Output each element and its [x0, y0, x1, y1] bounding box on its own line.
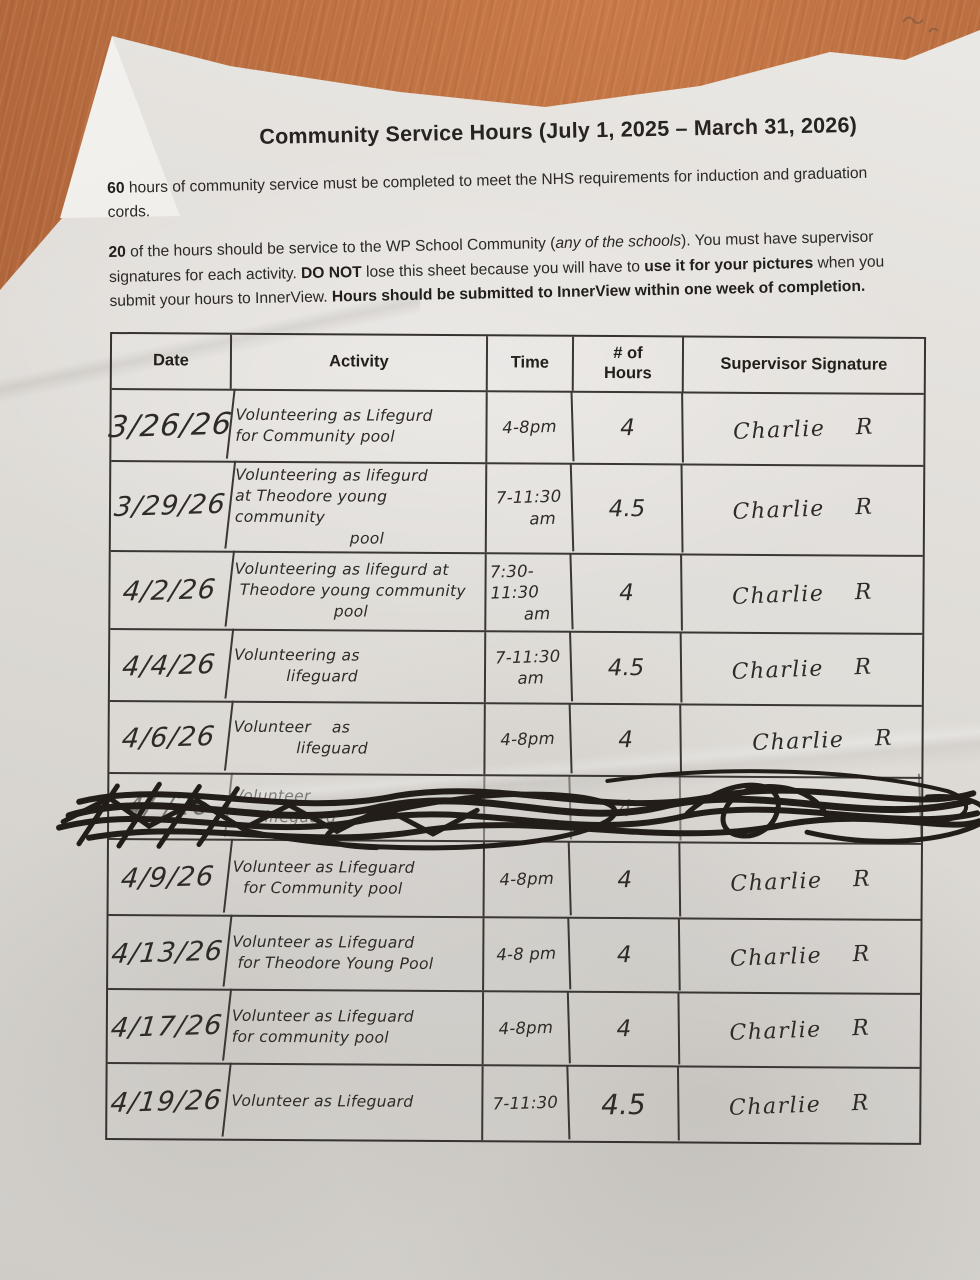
table-row: 4/2/26 Volunteering as lifegurd at Theod… — [106, 549, 923, 633]
intro-p2-italic: any of the schools — [555, 232, 682, 253]
cell-signature: Charlie R — [751, 725, 894, 756]
intro-p2-text: of the hours should be service to the WP… — [125, 235, 556, 261]
cell-date: 4/2/26 — [106, 550, 236, 630]
cell-time: 4-8pm — [484, 703, 573, 776]
cell-activity: Volunteering as lifegurd at Theodore you… — [230, 552, 487, 631]
cell-hours: 4 — [569, 992, 681, 1066]
intro-paragraph-2: 20 of the hours should be service to the… — [108, 225, 923, 314]
header-supervisor-signature: Supervisor Signature — [720, 354, 888, 374]
cell-date: 3/29/26 — [105, 460, 237, 552]
cell-time: 7-11:30 am — [485, 463, 575, 554]
intro-p2-bold: Hours should be submitted to InnerView w… — [331, 277, 866, 306]
cell-hours: 4.5 — [572, 464, 684, 554]
cell-activity: Volunteer as Lifeguard for Community poo… — [228, 840, 485, 917]
intro-p2-lead: 20 — [108, 243, 127, 262]
cell-date: 3/26/26 — [107, 388, 236, 463]
cell-time: 7:30-11:30 am — [485, 553, 574, 632]
cell-time: 4-8pm — [482, 991, 571, 1066]
paper-crease — [0, 255, 420, 435]
hours-table: Date Activity Time # of Hours Supervisor… — [56, 332, 980, 1145]
cell-time: 4-8pm — [483, 841, 572, 918]
intro-p1-text: hours of community service must be compl… — [107, 164, 868, 222]
cell-time: 4-8 pm — [483, 917, 572, 992]
cell-signature: Charlie R — [731, 653, 873, 685]
cell-signature: Charlie R — [729, 1014, 871, 1046]
cell-date: 4/17/26 — [103, 988, 233, 1064]
intro-paragraph-1: 60 hours of community service must be co… — [107, 161, 922, 226]
cell-signature: Charlie R — [732, 414, 875, 445]
cell-activity: Volunteering as lifeguard — [229, 630, 487, 703]
cell-date: 4/4/26 — [105, 628, 235, 702]
intro-p2-text: lose this sheet because you will have to — [361, 257, 645, 281]
cell-date: 4/19/26 — [102, 1062, 232, 1140]
header-activity: Activity — [231, 334, 489, 391]
header-date: Date — [111, 334, 233, 389]
intro-p1-lead: 60 — [107, 179, 125, 197]
table-row: 3/29/26 Volunteering as lifegurd at Theo… — [105, 460, 924, 555]
cell-activity: Volunteer as Lifeguard — [227, 1064, 484, 1141]
cell-hours: 4.5 — [568, 1066, 680, 1142]
table-row: 4/19/26 Volunteer as Lifeguard 7-11:30 4… — [102, 1061, 920, 1143]
cell-hours: 4.5 — [571, 632, 683, 704]
cell-activity: Volunteer as Lifeguard for community poo… — [227, 990, 485, 1065]
cell-signature — [680, 773, 923, 847]
table-row: 4/17/26 Volunteer as Lifeguard for commu… — [103, 987, 921, 1067]
cell-activity: Volunteer as Lifeguard for Theodore Youn… — [228, 916, 485, 991]
table-row: 4/13/26 Volunteer as Lifeguard for Theod… — [104, 913, 921, 993]
cell-signature: Charlie R — [729, 940, 872, 972]
cell-date: 4/ /26 — [105, 772, 234, 840]
header-hours: # of Hours — [573, 336, 685, 392]
cell-date: 4/6/26 — [105, 700, 234, 774]
cell-hours: 4 — [571, 704, 683, 776]
table-row: 4/4/26 Volunteering as lifeguard 7-11:30… — [105, 627, 923, 705]
cell-hours: 4 — [572, 554, 683, 632]
cell-activity: Volunteer as lifeguard — [229, 702, 486, 775]
table-row: 3/26/26 Volunteering as Lifegurd for Com… — [107, 388, 924, 466]
table-row: 4/6/26 Volunteer as lifeguard 4-8pm 4 Ch… — [105, 699, 922, 777]
cell-time: 7-11:30 am — [485, 631, 574, 704]
intro-p2-bold: DO NOT — [300, 263, 362, 282]
cell-activity: Volunteer lifeguard — [229, 774, 486, 841]
cell-activity: Volunteering as lifegurd at Theodore you… — [230, 462, 488, 553]
cell-time: 7-11:30 — [482, 1065, 571, 1142]
cell-signature: Charlie R — [729, 865, 872, 897]
table-header-row: Date Activity Time # of Hours Supervisor… — [111, 334, 924, 393]
cell-hours: 4 — [570, 776, 682, 842]
cell-date: 4/9/26 — [104, 838, 234, 916]
table-row-crossed-out: 4/ /26 Volunteer lifeguard 4 — [56, 769, 980, 851]
pen-smudge — [902, 16, 939, 33]
cell-hours: 4 — [573, 392, 684, 464]
cell-date: 4/13/26 — [104, 914, 233, 990]
cell-hours: 4 — [570, 842, 682, 918]
cell-activity: Volunteering as Lifegurd for Community p… — [231, 390, 488, 463]
header-time: Time — [487, 336, 575, 391]
cell-time — [484, 775, 573, 842]
cell-hours: 4 — [569, 918, 681, 992]
cell-signature: Charlie R — [728, 1089, 871, 1121]
cell-time: 4-8pm — [486, 391, 575, 464]
cell-signature: Charlie R — [731, 578, 874, 610]
document: Community Service Hours (July 1, 2025 – … — [56, 112, 980, 1145]
cell-signature: Charlie R — [732, 495, 874, 526]
intro-p2-bold: use it for your pictures — [644, 254, 814, 275]
table-row: 4/9/26 Volunteer as Lifeguard for Commun… — [104, 837, 921, 919]
